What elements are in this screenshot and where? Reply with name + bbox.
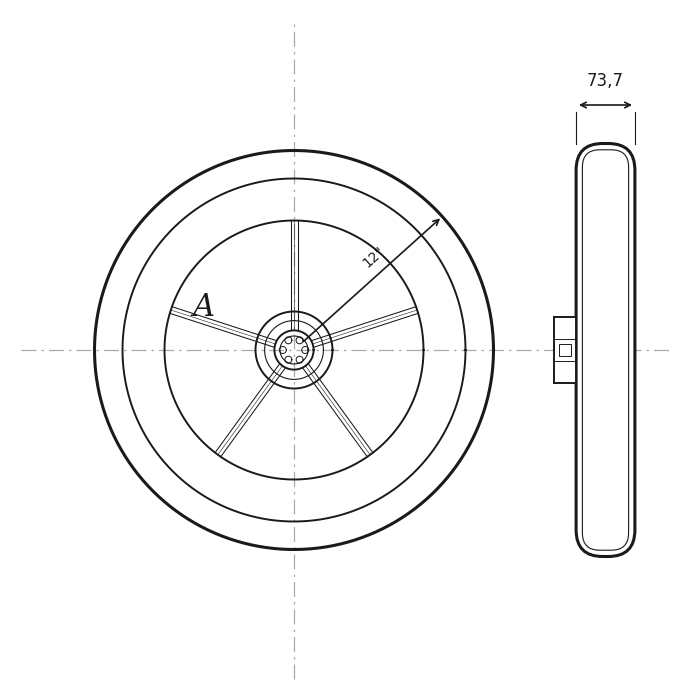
Text: A: A: [192, 293, 214, 323]
FancyBboxPatch shape: [576, 144, 635, 556]
Bar: [559, 344, 570, 356]
FancyBboxPatch shape: [582, 150, 629, 550]
Text: 73,7: 73,7: [587, 71, 624, 90]
Bar: [554, 316, 576, 384]
Text: 12": 12": [360, 244, 387, 270]
